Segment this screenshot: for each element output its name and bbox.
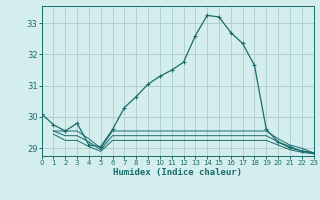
X-axis label: Humidex (Indice chaleur): Humidex (Indice chaleur) (113, 168, 242, 177)
